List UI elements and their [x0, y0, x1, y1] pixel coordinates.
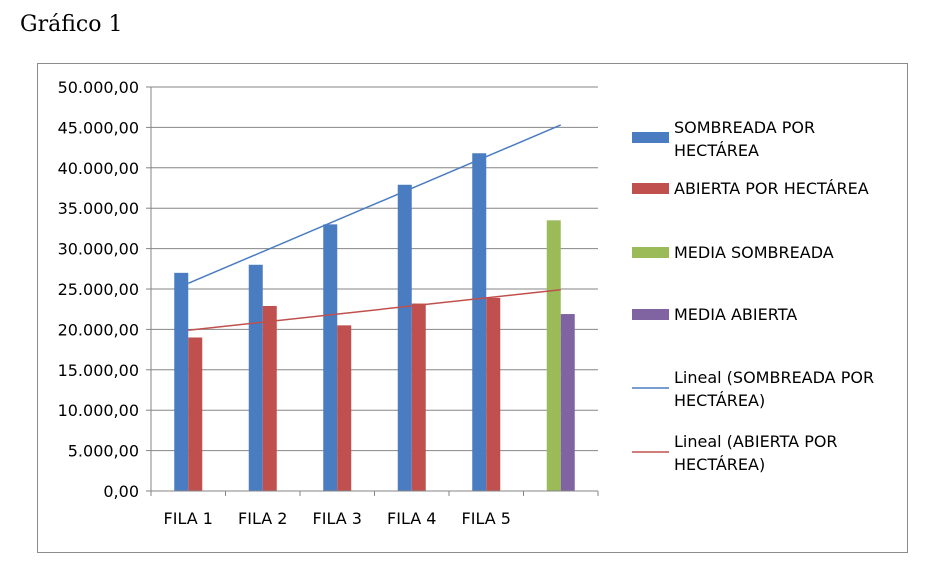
- y-tick-label: 50.000,00: [58, 78, 139, 97]
- legend-swatch: [632, 132, 669, 143]
- y-tick-label: 25.000,00: [58, 280, 139, 299]
- legend-label: MEDIA ABIERTA: [674, 305, 797, 324]
- bar: [397, 184, 412, 491]
- legend-label: MEDIA SOMBREADA: [674, 243, 834, 262]
- chart: 0,00 5.000,00 10.000,00 15.000,00 20.000,00 2…: [58, 78, 875, 528]
- bar: [411, 303, 426, 491]
- y-tick-label: 30.000,00: [58, 240, 139, 259]
- bar: [262, 305, 277, 491]
- legend-label: Lineal (SOMBREADA POR: [674, 368, 874, 387]
- bar: [472, 153, 487, 492]
- legend-label: SOMBREADA POR: [674, 118, 815, 137]
- bar: [486, 297, 501, 491]
- bar: [546, 220, 561, 491]
- legend-swatch: [632, 309, 669, 320]
- trendline: [188, 289, 561, 331]
- legend-swatch: [632, 247, 669, 258]
- x-tick-label: FILA 5: [462, 509, 511, 528]
- y-tick-label: 10.000,00: [58, 401, 139, 420]
- bar: [174, 272, 189, 491]
- trendlines: [187, 124, 562, 331]
- x-tick-label: FILA 3: [313, 509, 362, 528]
- bar: [337, 325, 352, 491]
- legend: SOMBREADA POR HECTÁREA ABIERTA POR HECTÁRE…: [632, 118, 874, 474]
- bars: [174, 153, 575, 492]
- legend-label: Lineal (ABIERTA POR: [674, 432, 838, 451]
- y-axis: 0,00 5.000,00 10.000,00 15.000,00 20.000,00 2…: [58, 78, 152, 501]
- legend-label: HECTÁREA): [674, 391, 765, 410]
- bar: [248, 264, 263, 491]
- y-tick-label: 40.000,00: [58, 159, 139, 178]
- legend-label: ABIERTA POR HECTÁREA: [674, 179, 869, 198]
- y-tick-label: 45.000,00: [58, 118, 139, 137]
- bar: [188, 337, 203, 491]
- chart-frame: 0,00 5.000,00 10.000,00 15.000,00 20.000,00 2…: [37, 63, 908, 553]
- y-tick-label: 15.000,00: [58, 361, 139, 380]
- legend-swatch: [632, 183, 669, 194]
- y-tick-label: 20.000,00: [58, 320, 139, 339]
- y-tick-label: 0,00: [103, 482, 139, 501]
- y-tick-label: 35.000,00: [58, 199, 139, 218]
- x-tick-label: FILA 4: [387, 509, 436, 528]
- gridlines: [151, 86, 598, 452]
- x-tick-label: FILA 1: [164, 509, 213, 528]
- legend-label: HECTÁREA: [674, 141, 759, 160]
- bar: [560, 314, 575, 491]
- bar: [323, 224, 338, 492]
- page-title: Gráfico 1: [20, 12, 123, 37]
- x-axis: FILA 1 FILA 2 FILA 3 FILA 4 FILA 5: [150, 490, 599, 528]
- trendline: [187, 124, 562, 285]
- y-tick-label: 5.000,00: [68, 442, 139, 461]
- x-tick-label: FILA 2: [238, 509, 287, 528]
- legend-label: HECTÁREA): [674, 455, 765, 474]
